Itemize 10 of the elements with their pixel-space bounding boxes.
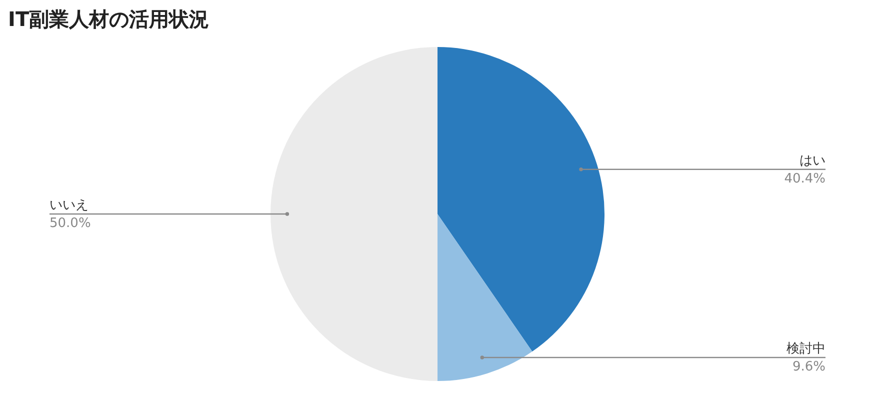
slice-label: はい [800,153,826,168]
pie-slice [438,214,532,381]
pie-slice [438,47,604,352]
data-label: 9.6% [792,360,826,375]
chart-title: IT副業人材の活用状況 [8,7,210,31]
data-label: 50.0% [50,216,91,231]
slice-label: 検討中 [786,342,826,357]
pie-slice [270,47,438,381]
slice-label: いいえ [50,198,88,213]
data-label: 40.4% [784,171,826,186]
